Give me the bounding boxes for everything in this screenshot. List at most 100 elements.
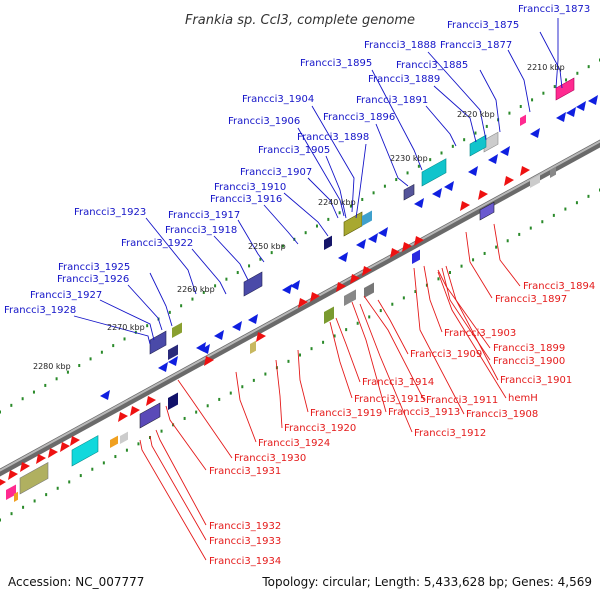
gene-label: Francci3_1915	[354, 394, 426, 405]
gene-block	[324, 306, 334, 324]
gene-block	[479, 201, 495, 221]
gene-label: Francci3_1901	[500, 375, 572, 386]
tick-dot	[168, 310, 171, 314]
gene-arrow	[576, 101, 586, 111]
tick-dot	[0, 410, 1, 414]
upper-gene-leaders: Francci3_1873 Francci3_1875 Francci3_1877 F…	[4, 4, 590, 345]
tick-dot	[160, 429, 163, 433]
gene-arrow	[402, 242, 412, 252]
gene-label: Francci3_1924	[258, 438, 330, 449]
leader-line	[539, 31, 563, 89]
gene-arrow	[338, 252, 348, 262]
gene-label: Francci3_1904	[242, 94, 314, 105]
leader-line	[139, 439, 207, 561]
tick-dot	[218, 397, 221, 401]
gene-arrow	[298, 298, 308, 308]
gene-arrow	[504, 176, 514, 186]
tick-dot	[417, 164, 420, 168]
tick-dot	[282, 244, 285, 248]
tick-dot	[460, 264, 463, 268]
tick-dot	[361, 197, 364, 201]
gene-block	[19, 462, 49, 495]
gene-label: Francci3_1920	[284, 423, 356, 434]
gene-arrow	[310, 292, 320, 302]
gene-block	[71, 435, 99, 467]
gene-block	[14, 491, 18, 502]
gene-arrow	[130, 406, 140, 416]
tick-dot	[33, 499, 36, 503]
tick-dot	[402, 296, 405, 300]
tick-dot	[437, 277, 440, 281]
tick-dot	[21, 397, 24, 401]
tick-dot	[472, 258, 475, 262]
tick-dot	[195, 410, 198, 414]
gene-arrow	[488, 154, 498, 164]
gene-label: Francci3_1916	[210, 194, 282, 205]
gene-arrow	[290, 280, 300, 290]
leader-line	[363, 295, 425, 401]
tick-dot	[379, 309, 382, 313]
gene-label: Francci3_1875	[447, 20, 519, 31]
tick-dot	[529, 226, 532, 230]
gene-label: Francci3_1918	[165, 225, 237, 236]
tick-dot	[542, 91, 545, 95]
gene-arrow	[350, 274, 360, 284]
leader-line	[375, 123, 409, 187]
gene-label: Francci3_1925	[58, 262, 130, 273]
tick-dot	[449, 271, 451, 274]
tick-dot	[45, 493, 48, 497]
gene-block	[344, 289, 356, 306]
scale-label: 2270 kbp	[107, 323, 145, 332]
gene-label: Francci3_1911	[426, 395, 498, 406]
gene-arrow	[146, 396, 156, 406]
tick-dot	[56, 486, 59, 490]
accession-text: Accession: NC_007777	[8, 575, 144, 589]
gene-label: Francci3_1888	[364, 40, 436, 51]
gene-arrow	[414, 198, 424, 208]
gene-arrow	[362, 266, 372, 276]
leader-line	[149, 435, 207, 541]
gene-arrow	[200, 344, 210, 354]
leader-line	[507, 49, 531, 113]
gene-arrow	[530, 128, 540, 138]
gene-label: Francci3_1927	[30, 290, 102, 301]
tick-dot	[214, 284, 217, 288]
tick-dot	[495, 245, 498, 249]
tick-dot	[531, 98, 534, 102]
gene-arrow	[8, 470, 18, 480]
tick-dot	[587, 194, 590, 198]
tick-dot	[68, 480, 71, 484]
gene-block	[149, 330, 167, 355]
tick-dot	[485, 124, 488, 128]
tick-dot	[287, 359, 290, 363]
tick-dot	[440, 151, 443, 155]
gene-block	[343, 211, 363, 237]
gene-label: Francci3_1889	[368, 74, 440, 85]
tick-dot	[102, 461, 105, 465]
tick-dot	[259, 257, 262, 261]
tick-dot	[137, 442, 140, 446]
tick-dot	[229, 391, 232, 395]
leader-line	[335, 317, 361, 383]
leader-line	[283, 192, 329, 237]
tick-dot	[225, 277, 228, 281]
tick-dot	[32, 390, 35, 394]
scale-label: 2230 kbp	[390, 154, 428, 163]
leader-line	[297, 349, 309, 413]
gene-label: Francci3_1932	[209, 521, 281, 532]
leader-line	[437, 269, 491, 349]
gene-block	[324, 235, 332, 250]
gene-block	[403, 183, 415, 201]
gene-arrow	[520, 166, 530, 176]
tick-dot	[383, 184, 386, 188]
tick-dot	[349, 204, 352, 208]
gene-arrow	[478, 190, 488, 200]
gene-label: Francci3_1917	[168, 210, 240, 221]
tick-dot	[10, 512, 13, 516]
leader-line	[433, 85, 477, 143]
leader-line	[423, 265, 443, 333]
gene-arrow	[566, 107, 576, 117]
tick-dot	[304, 231, 307, 235]
gene-label: Francci3_1931	[209, 466, 281, 477]
